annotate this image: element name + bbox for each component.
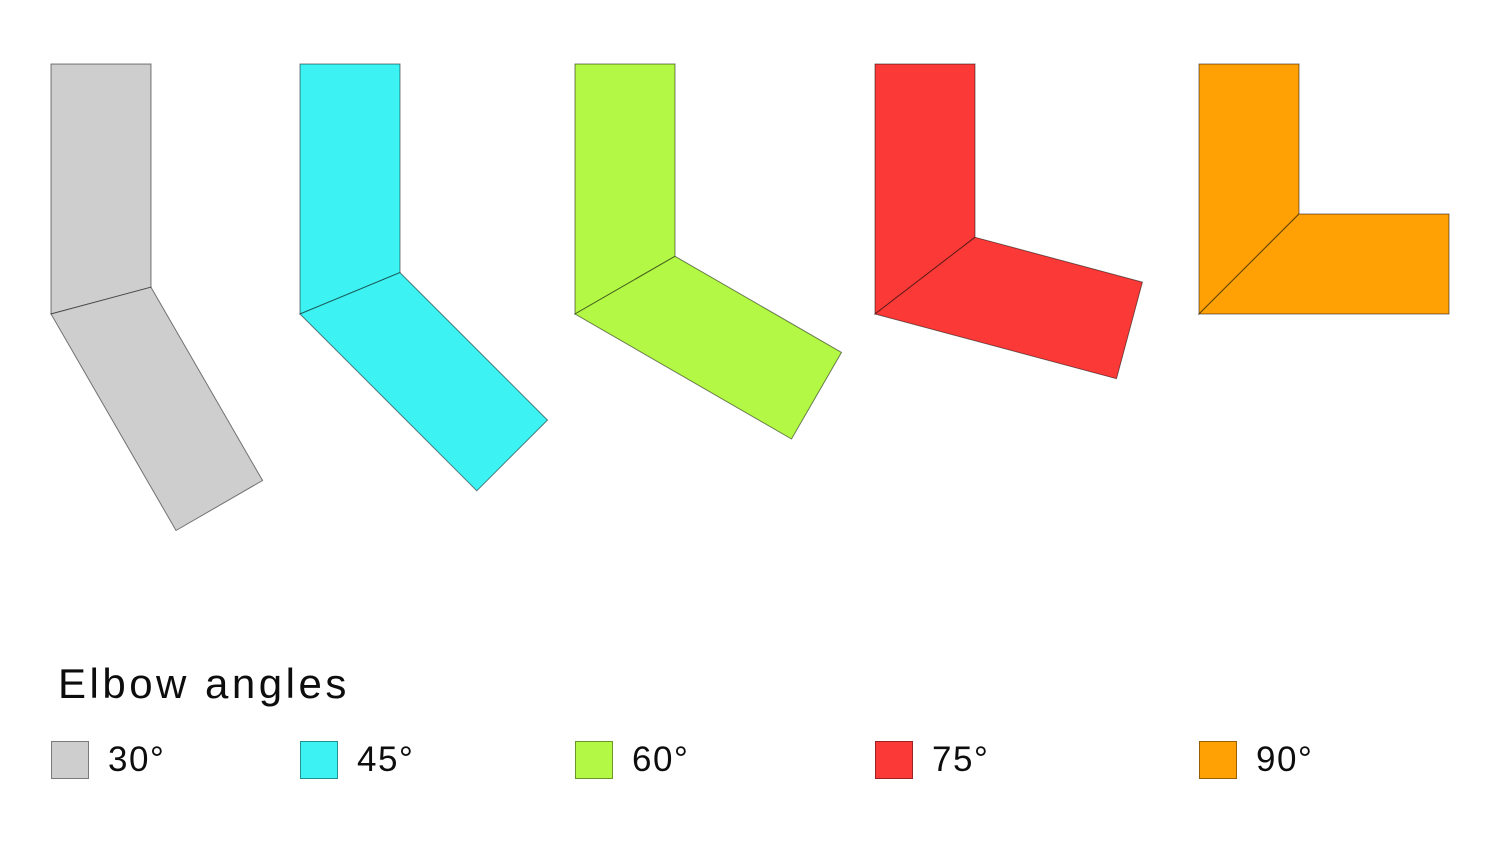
legend-swatch bbox=[875, 741, 913, 779]
legend-swatch bbox=[300, 741, 338, 779]
legend-swatch bbox=[51, 741, 89, 779]
legend-label: 75° bbox=[932, 740, 990, 779]
legend-item-90: 90° bbox=[1199, 741, 1313, 779]
legend-label: 90° bbox=[1256, 740, 1314, 779]
elbow-shape-90 bbox=[1197, 63, 1450, 316]
legend-label: 60° bbox=[632, 740, 690, 779]
elbow-lower-arm bbox=[573, 255, 843, 440]
legend-item-30: 30° bbox=[51, 741, 165, 779]
elbow-shape-75 bbox=[873, 63, 1144, 380]
legend-item-45: 45° bbox=[300, 741, 414, 779]
legend-label: 45° bbox=[357, 740, 415, 779]
elbow-lower-arm bbox=[50, 286, 264, 532]
legend-label: 30° bbox=[108, 740, 166, 779]
elbow-shape-60 bbox=[573, 63, 843, 440]
elbow-shape-30 bbox=[50, 63, 264, 532]
legend-item-60: 60° bbox=[575, 741, 689, 779]
elbow-shape-45 bbox=[299, 63, 549, 492]
elbow-lower-arm bbox=[299, 272, 549, 492]
legend-swatch bbox=[575, 741, 613, 779]
elbow-lower-arm bbox=[873, 236, 1144, 380]
elbow-lower-arm bbox=[1197, 213, 1450, 315]
figure-title: Elbow angles bbox=[58, 660, 350, 707]
legend-item-75: 75° bbox=[875, 741, 989, 779]
legend-swatch bbox=[1199, 741, 1237, 779]
